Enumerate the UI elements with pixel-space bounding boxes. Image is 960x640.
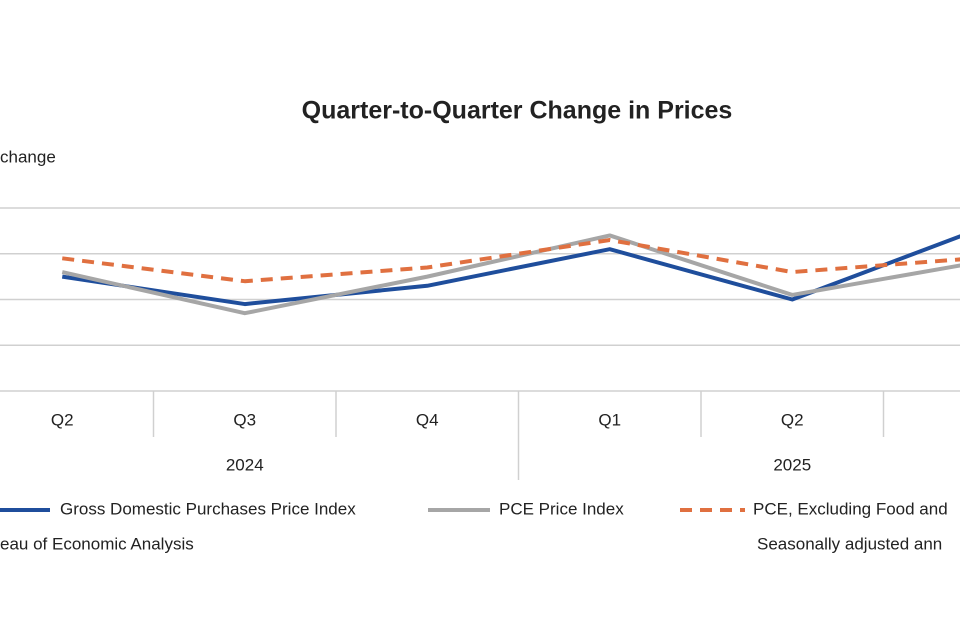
- x-tick-label: Q4: [416, 410, 439, 429]
- group-label: 2025: [773, 455, 811, 474]
- legend-label: PCE Price Index: [499, 499, 624, 518]
- y-axis-label: change: [0, 147, 56, 166]
- source: eau of Economic Analysis: [0, 534, 194, 553]
- group-label: 2024: [226, 455, 264, 474]
- series-line: [61, 233, 960, 316]
- legend-label: PCE, Excluding Food and: [753, 499, 948, 518]
- series-line: [62, 238, 960, 284]
- x-tick-label: Q3: [233, 410, 256, 429]
- note: Seasonally adjusted ann: [757, 534, 942, 553]
- chart-title: Quarter-to-Quarter Change in Prices: [302, 97, 733, 125]
- x-tick-label: Q2: [781, 410, 804, 429]
- x-tick-label: Q2: [51, 410, 74, 429]
- legend-label: Gross Domestic Purchases Price Index: [60, 499, 356, 518]
- x-tick-label: Q1: [598, 410, 621, 429]
- series-line: [61, 234, 960, 307]
